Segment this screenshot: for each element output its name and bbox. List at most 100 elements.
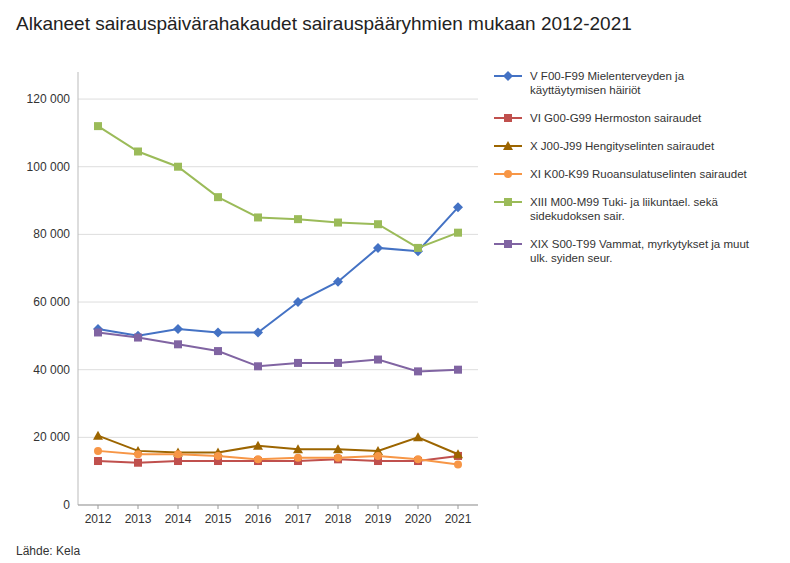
point xyxy=(374,356,382,364)
point xyxy=(254,455,262,463)
x-tick-label: 2012 xyxy=(85,512,112,526)
point xyxy=(93,431,103,440)
point xyxy=(373,243,383,253)
grid-line xyxy=(78,99,478,100)
point xyxy=(254,362,262,370)
point xyxy=(414,367,422,375)
point xyxy=(173,324,183,334)
point xyxy=(333,444,343,453)
point xyxy=(374,452,382,460)
x-tick xyxy=(138,505,139,509)
x-tick-label: 2015 xyxy=(205,512,232,526)
point xyxy=(214,347,222,355)
point xyxy=(94,122,102,130)
point xyxy=(134,147,142,155)
x-tick-label: 2021 xyxy=(445,512,472,526)
x-tick-label: 2019 xyxy=(365,512,392,526)
legend-marker xyxy=(503,71,513,81)
x-tick-label: 2017 xyxy=(285,512,312,526)
point xyxy=(454,460,462,468)
x-tick xyxy=(178,505,179,509)
x-tick xyxy=(338,505,339,509)
legend-label: XIII M00-M99 Tuki- ja liikuntael. sekäsi… xyxy=(530,196,719,222)
legend-label: VI G00-G99 Hermoston sairaudet xyxy=(530,112,702,124)
y-tick-label: 60 000 xyxy=(33,295,70,309)
point xyxy=(454,229,462,237)
legend-label: XI K00-K99 Ruoansulatuselinten sairaudet xyxy=(530,168,748,180)
x-tick xyxy=(258,505,259,509)
y-axis-line xyxy=(78,72,79,505)
point xyxy=(133,331,143,341)
y-tick-label: 80 000 xyxy=(33,227,70,241)
point xyxy=(174,163,182,171)
x-tick-label: 2013 xyxy=(125,512,152,526)
x-tick xyxy=(218,505,219,509)
point xyxy=(293,444,303,453)
x-tick-label: 2014 xyxy=(165,512,192,526)
point xyxy=(213,327,223,337)
grid-line xyxy=(78,234,478,235)
point xyxy=(334,359,342,367)
point xyxy=(254,213,262,221)
line xyxy=(98,451,458,465)
x-tick xyxy=(98,505,99,509)
legend: V F00-F99 Mielenterveyden jakäyttäytymis… xyxy=(494,70,750,264)
point xyxy=(334,454,342,462)
point xyxy=(454,366,462,374)
point xyxy=(174,340,182,348)
series xyxy=(93,202,463,341)
y-tick-label: 40 000 xyxy=(33,363,70,377)
line xyxy=(98,126,458,248)
point xyxy=(94,457,102,465)
point xyxy=(334,219,342,227)
plot-area xyxy=(93,122,463,468)
point xyxy=(134,450,142,458)
series xyxy=(94,328,462,375)
legend-marker xyxy=(504,170,512,178)
point xyxy=(134,459,142,467)
point xyxy=(94,447,102,455)
x-tick xyxy=(298,505,299,509)
point xyxy=(374,220,382,228)
line xyxy=(98,332,458,371)
point xyxy=(453,202,463,212)
point xyxy=(333,277,343,287)
legend-marker xyxy=(504,240,512,248)
point xyxy=(214,452,222,460)
grid-line xyxy=(78,302,478,303)
point xyxy=(253,327,263,337)
x-tick-label: 2020 xyxy=(405,512,432,526)
source: Lähde: Kela xyxy=(16,544,80,558)
legend-label: XIX S00-T99 Vammat, myrkytykset ja muutu… xyxy=(530,238,750,264)
point xyxy=(414,455,422,463)
legend-marker xyxy=(504,114,512,122)
y-tick-label: 100 000 xyxy=(27,160,71,174)
legend-label: V F00-F99 Mielenterveyden jakäyttäytymis… xyxy=(530,70,685,96)
point xyxy=(453,449,463,458)
point xyxy=(413,432,423,441)
legend-label: X J00-J99 Hengityselinten sairaudet xyxy=(530,140,715,152)
point xyxy=(214,193,222,201)
y-tick-label: 20 000 xyxy=(33,430,70,444)
x-tick-label: 2016 xyxy=(245,512,272,526)
point xyxy=(293,297,303,307)
legend-marker xyxy=(503,141,513,150)
series xyxy=(94,122,462,252)
point xyxy=(294,359,302,367)
y-tick-label: 120 000 xyxy=(27,92,71,106)
point xyxy=(414,244,422,252)
line xyxy=(98,207,458,336)
x-tick xyxy=(378,505,379,509)
x-tick xyxy=(418,505,419,509)
series xyxy=(94,447,462,469)
point xyxy=(94,328,102,336)
chart: Alkaneet sairauspäivärahakaudet sairausp… xyxy=(0,0,790,563)
line xyxy=(98,436,458,455)
x-tick xyxy=(458,505,459,509)
point xyxy=(253,441,263,450)
grid-line xyxy=(78,166,478,167)
title: Alkaneet sairauspäivärahakaudet sairausp… xyxy=(16,13,632,34)
x-tick-label: 2018 xyxy=(325,512,352,526)
legend-marker xyxy=(504,198,512,206)
point xyxy=(294,454,302,462)
